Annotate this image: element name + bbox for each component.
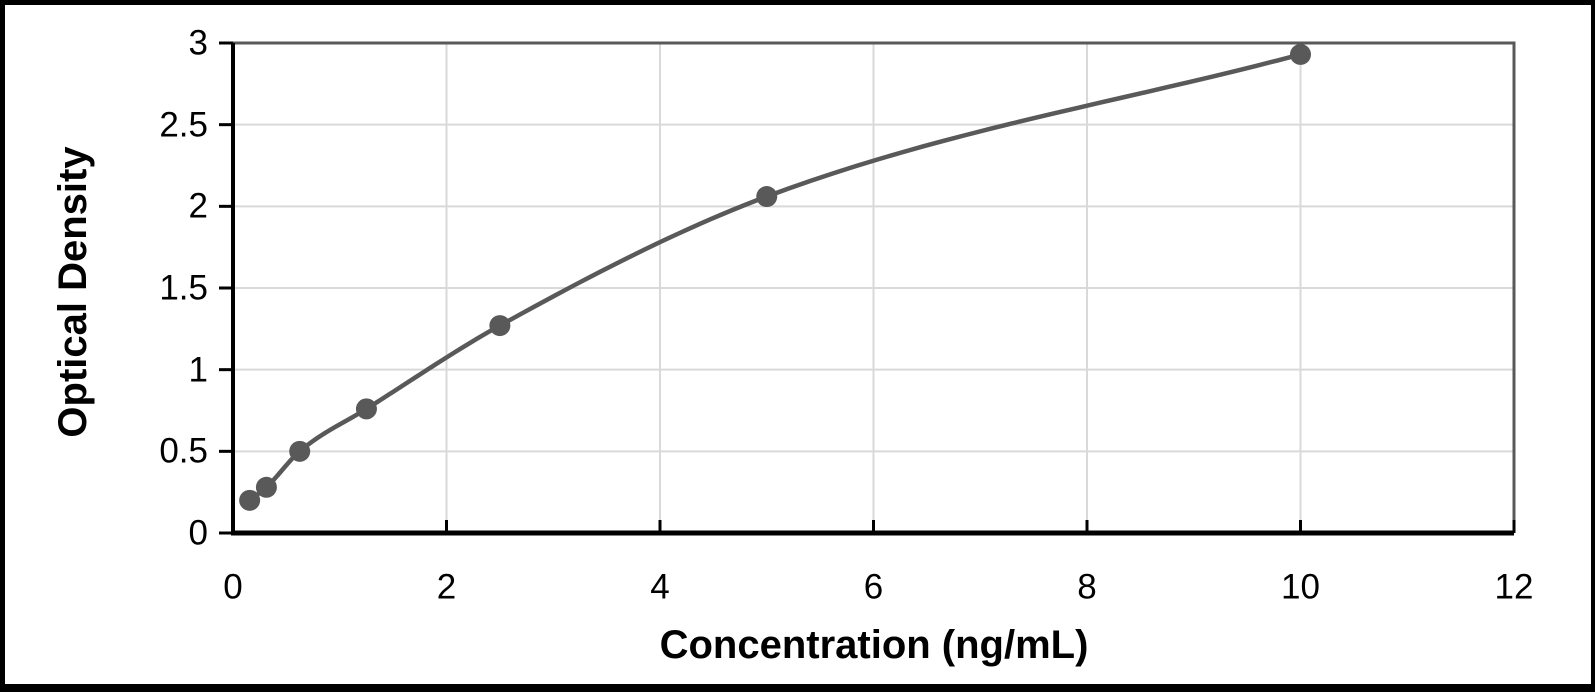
data-point-marker	[289, 440, 311, 462]
standard-curve-chart	[219, 41, 1516, 536]
figure: Optical Density Concentration (ng/mL) 0 2…	[5, 5, 1591, 684]
y-axis-title: Optical Density	[51, 146, 95, 438]
y-tick-label: 0.5	[159, 431, 208, 471]
curve-line	[247, 52, 1303, 503]
x-tick-label: 8	[1077, 567, 1097, 607]
data-point-marker	[239, 489, 261, 511]
data-point-marker	[255, 476, 277, 498]
x-tick-label: 0	[223, 567, 243, 607]
x-tick-label: 6	[863, 567, 884, 607]
data-point-marker	[355, 398, 377, 420]
data-point-marker	[1290, 43, 1311, 65]
y-tick-label: 2.5	[159, 105, 208, 145]
y-tick-label: 1	[188, 350, 208, 390]
x-tick-label: 10	[1281, 567, 1320, 607]
y-tick-label: 3	[188, 23, 208, 63]
x-tick-label: 2	[436, 567, 457, 607]
y-tick-label: 0	[188, 513, 208, 553]
data-point-marker	[489, 315, 511, 337]
x-axis-title: Concentration (ng/mL)	[659, 623, 1089, 667]
x-tick-label: 12	[1494, 567, 1534, 607]
data-point-marker	[756, 186, 778, 208]
y-tick-label: 2	[188, 186, 208, 226]
x-tick-label: 4	[650, 567, 670, 607]
y-tick-label: 1.5	[159, 268, 208, 308]
